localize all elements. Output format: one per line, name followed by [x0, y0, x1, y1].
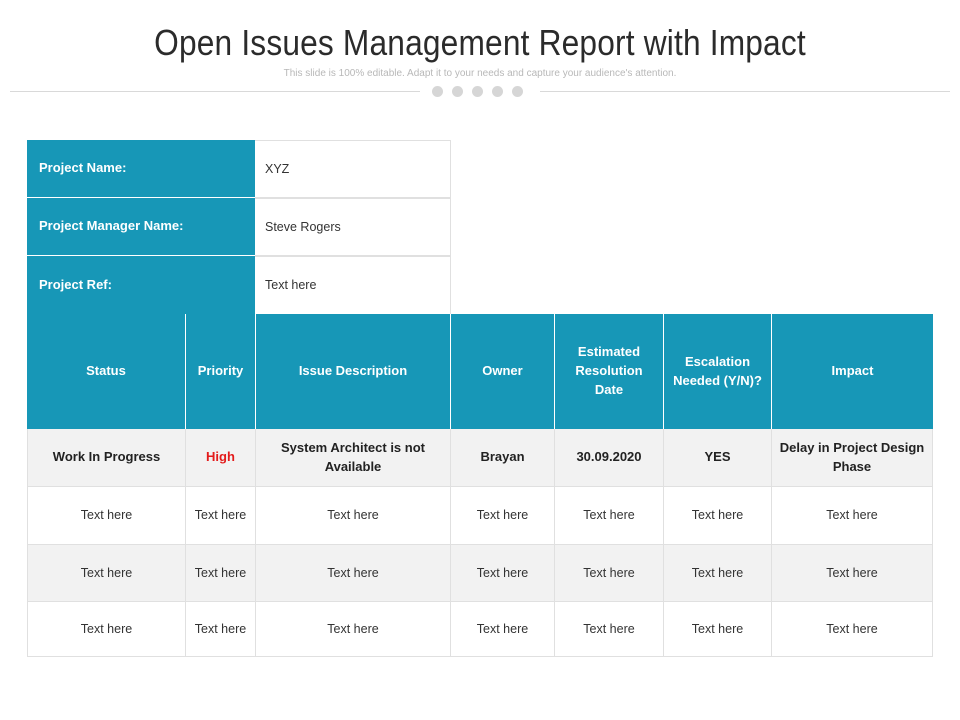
decorative-dots — [432, 86, 532, 97]
page-subtitle: This slide is 100% editable. Adapt it to… — [283, 68, 677, 79]
table-cell-owner: Text here — [451, 602, 555, 657]
table-cell-status: Work In Progress — [27, 429, 186, 487]
header-status: Status — [27, 314, 186, 429]
header-escalation: Escalation Needed (Y/N)? — [664, 314, 772, 429]
table-cell-status: Text here — [27, 545, 186, 602]
table-cell-priority: Text here — [186, 545, 256, 602]
table-cell-impact: Text here — [772, 487, 933, 545]
divider-right — [540, 91, 950, 92]
dot — [432, 86, 443, 97]
dot — [512, 86, 523, 97]
table-cell-status: Text here — [27, 602, 186, 657]
table-cell-date: Text here — [555, 602, 664, 657]
dot — [452, 86, 463, 97]
project-manager-value: Steve Rogers — [255, 198, 451, 256]
page-title: Open Issues Management Report with Impac… — [154, 22, 806, 63]
table-cell-escalation: Text here — [664, 545, 772, 602]
table-cell-date: Text here — [555, 545, 664, 602]
table-cell-owner: Text here — [451, 487, 555, 545]
dot — [492, 86, 503, 97]
table-cell-escalation: Text here — [664, 602, 772, 657]
project-ref-label: Project Ref: — [27, 256, 255, 314]
table-cell-priority: Text here — [186, 602, 256, 657]
table-cell-escalation: Text here — [664, 487, 772, 545]
header-issue-description: Issue Description — [256, 314, 451, 429]
table-cell-issue: System Architect is not Available — [256, 429, 451, 487]
project-name-label: Project Name: — [27, 140, 255, 198]
table-cell-priority: High — [186, 429, 256, 487]
header-priority: Priority — [186, 314, 256, 429]
header-resolution-date: Estimated Resolution Date — [555, 314, 664, 429]
table-cell-issue: Text here — [256, 602, 451, 657]
table-cell-impact: Delay in Project Design Phase — [772, 429, 933, 487]
dot — [472, 86, 483, 97]
table-cell-impact: Text here — [772, 602, 933, 657]
table-cell-status: Text here — [27, 487, 186, 545]
project-manager-label: Project Manager Name: — [27, 198, 255, 256]
project-ref-value: Text here — [255, 256, 451, 314]
table-cell-date: Text here — [555, 487, 664, 545]
table-cell-issue: Text here — [256, 487, 451, 545]
project-name-value: XYZ — [255, 140, 451, 198]
table-cell-priority: Text here — [186, 487, 256, 545]
header-impact: Impact — [772, 314, 933, 429]
table-cell-date: 30.09.2020 — [555, 429, 664, 487]
table-cell-escalation: YES — [664, 429, 772, 487]
table-cell-issue: Text here — [256, 545, 451, 602]
header-owner: Owner — [451, 314, 555, 429]
table-cell-impact: Text here — [772, 545, 933, 602]
table-cell-owner: Text here — [451, 545, 555, 602]
table-cell-owner: Brayan — [451, 429, 555, 487]
divider-left — [10, 91, 420, 92]
